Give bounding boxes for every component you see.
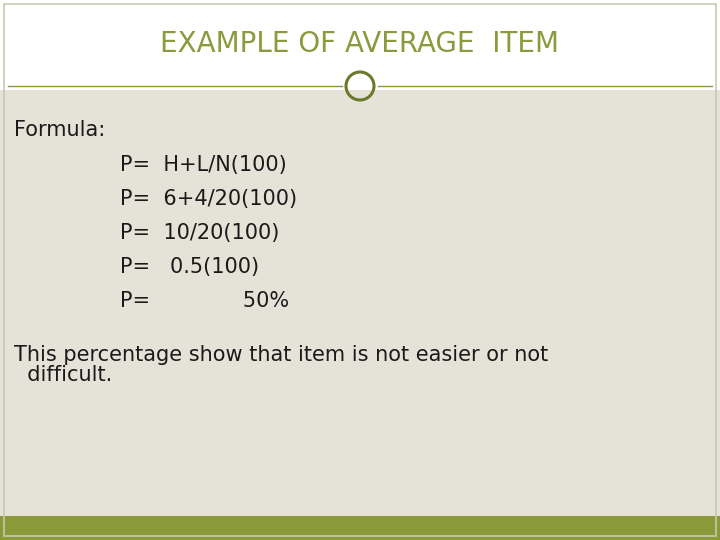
Text: EXAMPLE OF AVERAGE  ITEM: EXAMPLE OF AVERAGE ITEM [161, 30, 559, 58]
Text: This percentage show that item is not easier or not: This percentage show that item is not ea… [14, 345, 548, 365]
Text: Formula:: Formula: [14, 120, 105, 140]
Bar [0, 516, 720, 540]
Text: P=  10/20(100): P= 10/20(100) [120, 223, 279, 243]
Text: P=  6+4/20(100): P= 6+4/20(100) [120, 189, 297, 209]
Bar [0, 0, 720, 90]
Text: P=   0.5(100): P= 0.5(100) [120, 257, 259, 277]
Text: difficult.: difficult. [14, 365, 112, 385]
Text: P=  H+L/N(100): P= H+L/N(100) [120, 155, 287, 175]
Text: P=              50%: P= 50% [120, 291, 289, 311]
Bar [0, 90, 720, 516]
